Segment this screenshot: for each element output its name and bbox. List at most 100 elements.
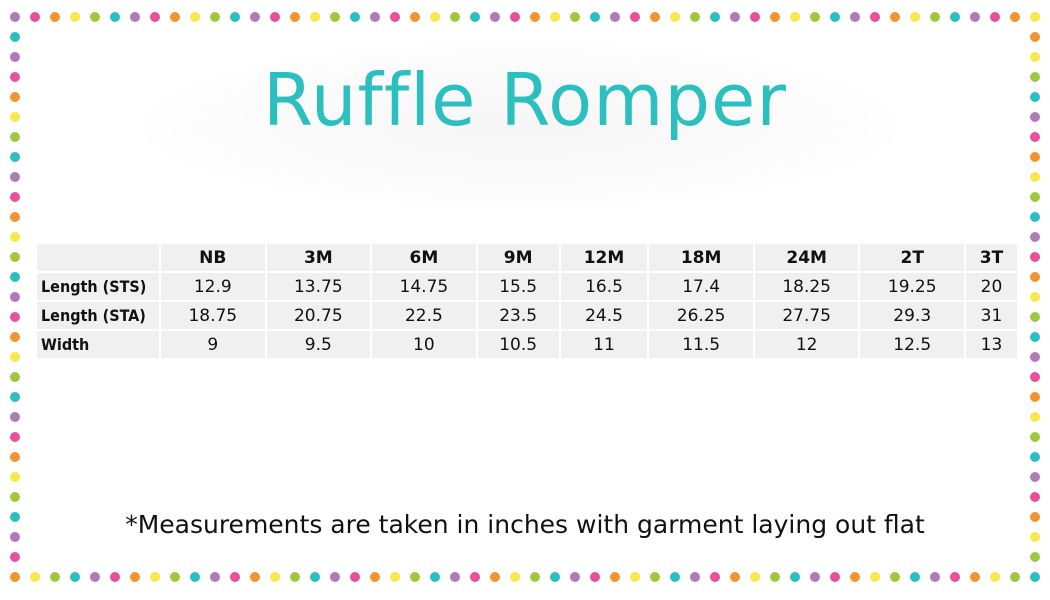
border-dot bbox=[10, 572, 20, 582]
table-cell: 20 bbox=[963, 271, 1020, 302]
border-dot bbox=[710, 572, 720, 582]
border-dot bbox=[970, 572, 980, 582]
border-dot bbox=[1030, 212, 1040, 222]
table-cell: 29.3 bbox=[858, 300, 966, 331]
border-dot bbox=[650, 572, 660, 582]
border-dot bbox=[70, 12, 80, 22]
border-dot bbox=[1030, 52, 1040, 62]
border-dot bbox=[10, 472, 20, 482]
border-dot bbox=[1030, 572, 1040, 582]
border-dot bbox=[10, 112, 20, 122]
table-cell: 10.5 bbox=[475, 329, 561, 360]
border-dot bbox=[10, 332, 20, 342]
column-header bbox=[35, 242, 161, 273]
border-dot bbox=[390, 572, 400, 582]
border-dot bbox=[1010, 572, 1020, 582]
column-header: 9M bbox=[475, 242, 561, 273]
border-dot bbox=[810, 12, 820, 22]
border-dot bbox=[110, 572, 120, 582]
border-dot bbox=[270, 572, 280, 582]
title-background-glow bbox=[140, 40, 900, 210]
border-dot bbox=[930, 572, 940, 582]
table-cell: 12.5 bbox=[858, 329, 966, 360]
border-dot bbox=[210, 572, 220, 582]
border-dot bbox=[290, 12, 300, 22]
border-dot bbox=[350, 572, 360, 582]
border-dot bbox=[10, 232, 20, 242]
measurement-note: *Measurements are taken in inches with g… bbox=[125, 510, 925, 539]
border-dot bbox=[10, 192, 20, 202]
table-cell: 23.5 bbox=[475, 300, 561, 331]
border-dot bbox=[910, 12, 920, 22]
table-cell: 18.75 bbox=[159, 300, 267, 331]
border-dot bbox=[1010, 12, 1020, 22]
border-dot bbox=[790, 12, 800, 22]
border-dot bbox=[510, 572, 520, 582]
border-dot bbox=[170, 12, 180, 22]
border-dot bbox=[530, 572, 540, 582]
border-dot bbox=[1030, 412, 1040, 422]
border-dot bbox=[750, 572, 760, 582]
border-dot bbox=[470, 572, 480, 582]
table-cell: 27.75 bbox=[752, 300, 861, 331]
border-dot bbox=[890, 12, 900, 22]
border-dot bbox=[570, 572, 580, 582]
border-dot bbox=[1030, 152, 1040, 162]
border-dot bbox=[950, 572, 960, 582]
table-cell: 11 bbox=[558, 329, 650, 360]
border-dot bbox=[10, 172, 20, 182]
border-dot bbox=[1030, 272, 1040, 282]
column-header: NB bbox=[159, 242, 267, 273]
border-dot bbox=[1030, 232, 1040, 242]
table-cell: 12.9 bbox=[159, 271, 267, 302]
border-dot bbox=[730, 572, 740, 582]
border-dot bbox=[130, 572, 140, 582]
border-dot bbox=[930, 12, 940, 22]
border-dot bbox=[190, 572, 200, 582]
border-dot bbox=[10, 492, 20, 502]
row-label: Length (STS) bbox=[35, 271, 161, 302]
border-dot bbox=[1030, 352, 1040, 362]
border-dot bbox=[270, 12, 280, 22]
border-dot bbox=[850, 572, 860, 582]
border-dot bbox=[30, 12, 40, 22]
border-dot bbox=[330, 572, 340, 582]
border-dot bbox=[70, 572, 80, 582]
table-cell: 18.25 bbox=[752, 271, 861, 302]
border-dot bbox=[10, 532, 20, 542]
border-dot bbox=[530, 12, 540, 22]
border-dot bbox=[830, 12, 840, 22]
border-dot bbox=[30, 572, 40, 582]
border-dot bbox=[610, 12, 620, 22]
table-cell: 19.25 bbox=[858, 271, 966, 302]
border-dot bbox=[1030, 192, 1040, 202]
border-dot bbox=[890, 572, 900, 582]
table-cell: 16.5 bbox=[558, 271, 650, 302]
border-dot bbox=[1030, 432, 1040, 442]
border-dot bbox=[310, 572, 320, 582]
border-dot bbox=[990, 572, 1000, 582]
border-dot bbox=[250, 572, 260, 582]
border-dot bbox=[1030, 492, 1040, 502]
border-dot bbox=[730, 12, 740, 22]
table-cell: 26.25 bbox=[647, 300, 755, 331]
column-header: 18M bbox=[647, 242, 755, 273]
border-dot bbox=[1030, 172, 1040, 182]
border-dot bbox=[450, 12, 460, 22]
border-dot bbox=[370, 572, 380, 582]
border-dot bbox=[290, 572, 300, 582]
border-dot bbox=[1030, 132, 1040, 142]
border-dot bbox=[1030, 472, 1040, 482]
table-cell: 11.5 bbox=[647, 329, 755, 360]
column-header: 3M bbox=[264, 242, 373, 273]
table-cell: 17.4 bbox=[647, 271, 755, 302]
border-dot bbox=[10, 372, 20, 382]
table-cell: 13 bbox=[963, 329, 1020, 360]
border-dot bbox=[1030, 252, 1040, 262]
border-dot bbox=[230, 572, 240, 582]
table-cell: 24.5 bbox=[558, 300, 650, 331]
border-dot bbox=[1030, 92, 1040, 102]
border-dot bbox=[850, 12, 860, 22]
border-dot bbox=[510, 12, 520, 22]
border-dot bbox=[610, 572, 620, 582]
